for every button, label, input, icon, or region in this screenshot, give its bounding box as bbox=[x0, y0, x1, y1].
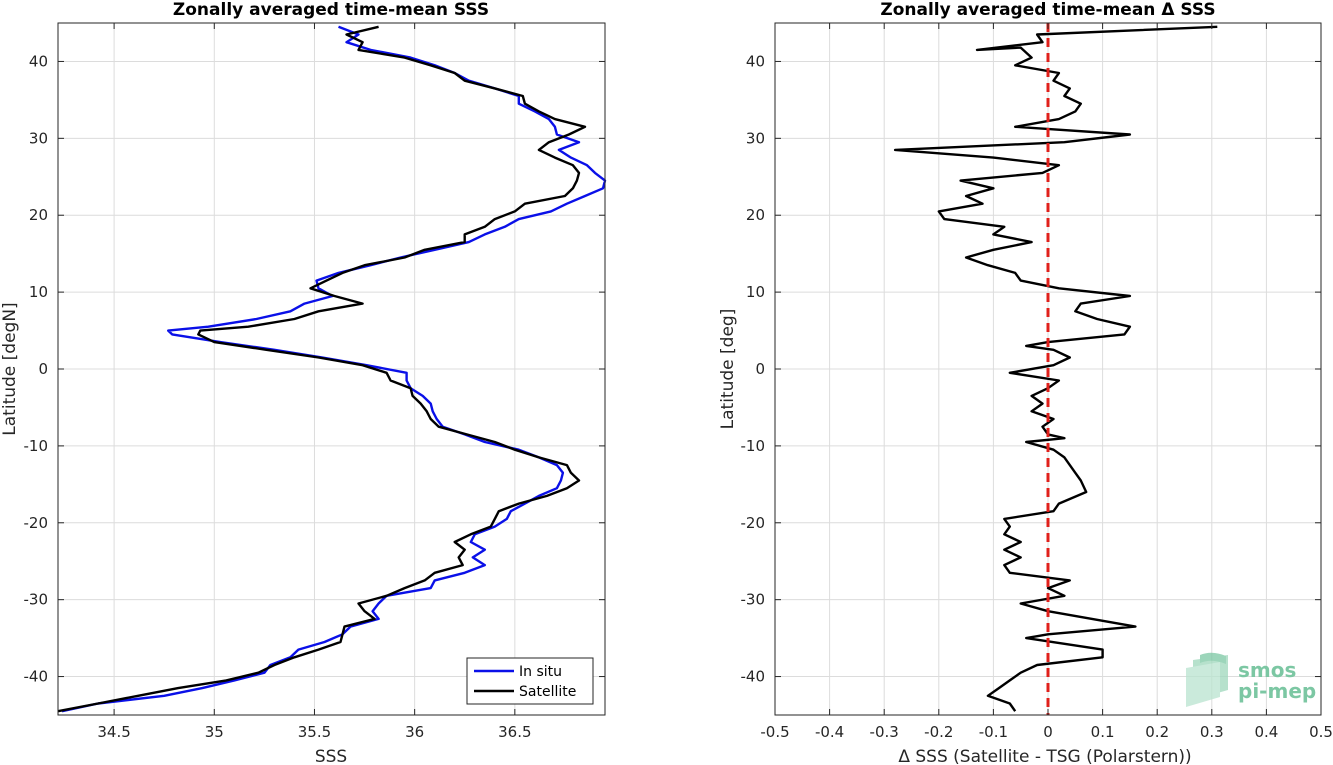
delta-title: Zonally averaged time-mean Δ SSS bbox=[880, 0, 1215, 20]
delta-xtick-label: 0.3 bbox=[1200, 723, 1224, 741]
legend-satellite-label: Satellite bbox=[519, 684, 576, 700]
delta-xtick-label: 0.4 bbox=[1254, 723, 1278, 741]
sss-ytick-label: 10 bbox=[29, 283, 48, 301]
legend-box bbox=[466, 657, 594, 705]
sss-grid bbox=[58, 23, 605, 715]
delta-xlabel: Δ SSS (Satellite - TSG (Polarstern)) bbox=[898, 747, 1191, 765]
sss-xtick-label: 36 bbox=[405, 723, 424, 741]
delta-xtick-label: -0.1 bbox=[979, 723, 1008, 741]
delta-ytick-label: -10 bbox=[741, 437, 766, 455]
smos-pi-mep-logo: smos pi-mep bbox=[1186, 652, 1316, 707]
delta-xtick-label: -0.2 bbox=[924, 723, 953, 741]
sss-xtick-label: 36.5 bbox=[498, 723, 531, 741]
sss-xtick-label: 35.5 bbox=[298, 723, 331, 741]
delta-ytick-label: -20 bbox=[741, 514, 766, 532]
delta-ytick-label: -40 bbox=[741, 668, 766, 686]
sss-ytick-label: -10 bbox=[24, 437, 49, 455]
sss-ytick-label: -20 bbox=[24, 514, 49, 532]
sss-ylabel: Latitude [degN] bbox=[0, 302, 20, 435]
sss-ticks: 34.5 35 35.5 36 36.5 -40 -30 -20 -10 0 10 20 30 40 bbox=[24, 23, 605, 741]
logo-pimep-text: pi-mep bbox=[1238, 679, 1316, 703]
delta-ytick-label: 40 bbox=[746, 52, 765, 70]
sss-title: Zonally averaged time-mean SSS bbox=[173, 0, 489, 20]
sss-lines bbox=[57, 25, 607, 713]
sss-ytick-label: 40 bbox=[29, 52, 48, 70]
delta-ytick-label: 0 bbox=[755, 360, 765, 378]
sss-xtick-label: 34.5 bbox=[97, 723, 130, 741]
delta-grid bbox=[774, 23, 1322, 715]
delta-ticks: -0.5 -0.4 -0.3 -0.2 -0.1 0 0.1 0.2 0.3 0.4 0.5 -40 -… bbox=[741, 23, 1333, 741]
delta-ylabel: Latitude [deg] bbox=[718, 309, 738, 430]
sss-ytick-label: 0 bbox=[38, 360, 48, 378]
sss-axes: 34.5 35 35.5 36 36.5 -40 -30 -20 -10 0 10 20 30 40 Zo… bbox=[0, 0, 607, 765]
sss-ytick-label: -30 bbox=[24, 591, 49, 609]
logo-smos-text: smos bbox=[1238, 658, 1296, 682]
delta-series-line-0 bbox=[893, 25, 1218, 712]
delta-xtick-label: 0.2 bbox=[1145, 723, 1169, 741]
sss-xtick-label: 35 bbox=[205, 723, 224, 741]
delta-lines bbox=[893, 23, 1218, 715]
sss-ytick-label: 30 bbox=[29, 129, 48, 147]
delta-ytick-label: -30 bbox=[741, 591, 766, 609]
sss-series-line-satellite bbox=[57, 25, 587, 713]
delta-xtick-label: -0.5 bbox=[760, 723, 789, 741]
delta-sss-axes: -0.5 -0.4 -0.3 -0.2 -0.1 0 0.1 0.2 0.3 0.4 0.5 -40 -… bbox=[718, 0, 1333, 765]
delta-xtick-label: 0.1 bbox=[1091, 723, 1115, 741]
delta-xtick-label: -0.4 bbox=[815, 723, 844, 741]
delta-ytick-label: 30 bbox=[746, 129, 765, 147]
sss-ytick-label: 20 bbox=[29, 206, 48, 224]
delta-xtick-label: 0.5 bbox=[1309, 723, 1333, 741]
logo-waves-icon bbox=[1186, 652, 1228, 707]
sss-xlabel: SSS bbox=[315, 747, 347, 765]
delta-xtick-label: -0.3 bbox=[870, 723, 899, 741]
delta-ytick-label: 20 bbox=[746, 206, 765, 224]
delta-xtick-label: 0 bbox=[1043, 723, 1053, 741]
legend-in-situ-label: In situ bbox=[519, 664, 562, 680]
sss-legend: In situ Satellite bbox=[466, 657, 594, 705]
sss-ytick-label: -40 bbox=[24, 668, 49, 686]
delta-ytick-label: 10 bbox=[746, 283, 765, 301]
